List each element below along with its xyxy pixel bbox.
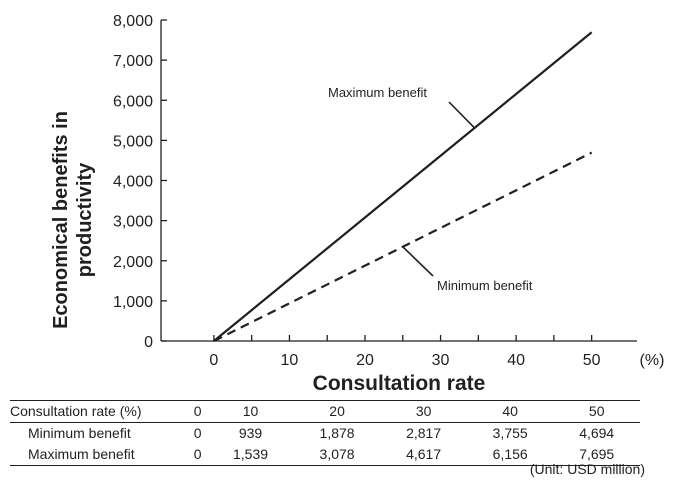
table-cell: 0 — [188, 444, 208, 466]
annotation-label: Minimum benefit — [437, 278, 533, 293]
table-cell: 3,755 — [492, 425, 528, 441]
y-tick-label: 7,000 — [113, 53, 153, 70]
x-axis-title: Consultation rate — [313, 372, 486, 395]
annotation-leader-line — [448, 101, 476, 129]
y-axis: 0 1,000 2,000 3,000 4,000 5,000 6,000 7,000 8,00… — [113, 13, 167, 351]
series-line-maximum-benefit — [213, 31, 593, 342]
table-cell: 939 — [238, 425, 263, 441]
annotation-leader-line — [402, 246, 434, 277]
table-cell: 50 — [553, 400, 640, 423]
unit-note: (Unit: USD million) — [529, 461, 645, 477]
table-cell: 0 — [193, 425, 202, 441]
row-label: Maximum benefit — [10, 444, 188, 466]
y-tick-label: 5,000 — [113, 133, 153, 150]
table-cell: 10 — [207, 400, 294, 423]
data-table: Consultation rate (%) 0 10 20 30 40 50 Minimum … — [10, 400, 640, 466]
x-axis: 0 10 20 30 40 50 — [161, 335, 637, 369]
table-row: Maximum benefit 0 1,539 3,078 4,617 6,156 7,69… — [10, 444, 640, 466]
table-cell: 40 — [466, 400, 554, 423]
table-cell: 1,878 — [319, 425, 355, 441]
table-cell: 4,617 — [380, 444, 467, 466]
annotation-label: Maximum benefit — [328, 85, 427, 100]
table-cell: 30 — [380, 400, 467, 423]
table-cell: 20 — [293, 400, 381, 423]
table-row: Minimum benefit 0 939 1,878 2,817 3,755 4,694 — [10, 423, 640, 445]
row-label: Consultation rate (%) — [10, 400, 188, 423]
y-tick-label: 0 — [144, 334, 153, 351]
x-tick-label: 50 — [583, 352, 601, 369]
x-tick-label: 20 — [356, 352, 374, 369]
x-tick-label: 10 — [281, 352, 299, 369]
annotations: Maximum benefit Minimum benefit — [328, 85, 533, 293]
y-tick-label: 3,000 — [113, 214, 153, 231]
x-axis-unit: (%) — [640, 352, 665, 369]
table-cell: 3,078 — [293, 444, 381, 466]
series-lines — [213, 31, 593, 342]
table-cell: 7,695 — [553, 444, 640, 466]
y-axis-title-line2: productivity — [74, 162, 96, 277]
table-row: Consultation rate (%) 0 10 20 30 40 50 — [10, 400, 640, 423]
y-axis-title-line1: Economical benefits in — [50, 111, 72, 329]
table-cell: 0 — [188, 400, 208, 423]
x-tick-label: 30 — [432, 352, 450, 369]
y-tick-label: 2,000 — [113, 254, 153, 271]
table-cell: 1,539 — [207, 444, 294, 466]
x-tick-label: 0 — [209, 352, 218, 369]
table-cell: 4,694 — [579, 425, 615, 441]
table-cell: 2,817 — [406, 425, 442, 441]
row-label: Minimum benefit — [28, 425, 131, 441]
x-tick-label: 40 — [507, 352, 525, 369]
line-chart: 0 1,000 2,000 3,000 4,000 5,000 6,000 7,000 8,00… — [50, 13, 665, 395]
table-cell: 6,156 — [466, 444, 554, 466]
y-tick-label: 4,000 — [113, 174, 153, 191]
y-tick-label: 1,000 — [113, 294, 153, 311]
y-tick-label: 6,000 — [113, 93, 153, 110]
y-tick-label: 8,000 — [113, 13, 153, 30]
